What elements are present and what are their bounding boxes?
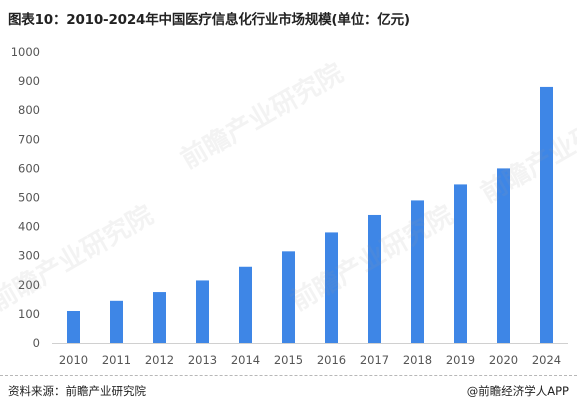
y-tick-label: 200	[18, 278, 40, 292]
y-tick-label: 1000	[11, 45, 40, 59]
x-tick-label: 2013	[188, 353, 217, 367]
y-axis: 0 100 200 300 400 500 600 700 800 900 1000	[11, 45, 40, 350]
page-title: 图表10：2010-2024年中国医疗信息化行业市场规模(单位：亿元)	[8, 12, 410, 28]
bar-2016	[325, 232, 338, 343]
x-tick-label: 2012	[145, 353, 174, 367]
y-tick-label: 300	[18, 249, 40, 263]
x-tick-label: 2018	[403, 353, 432, 367]
bar-2018	[411, 200, 424, 343]
y-tick-label: 0	[33, 336, 40, 350]
x-tick-label: 2019	[446, 353, 475, 367]
bar-2011	[110, 300, 123, 343]
bar-2010	[67, 310, 80, 343]
bar-2013	[196, 280, 209, 343]
brand-credit: @前瞻经济学人APP	[466, 384, 569, 398]
y-tick-label: 800	[18, 103, 40, 117]
bar-2020	[497, 168, 510, 343]
x-tick-label: 2011	[102, 353, 131, 367]
bar-2012	[153, 292, 166, 343]
x-tick-label: 2020	[489, 353, 518, 367]
y-tick-label: 500	[18, 191, 40, 205]
y-tick-label: 400	[18, 220, 40, 234]
x-tick-label: 2024	[532, 353, 561, 367]
y-tick-label: 600	[18, 161, 40, 175]
x-tick-label: 2014	[231, 353, 260, 367]
bar-2015	[282, 251, 295, 343]
x-axis: 2010 2011 2012 2013 2014 2015 2016 2017 2018 2019…	[52, 343, 568, 367]
source-note: 资料来源：前瞻产业研究院	[8, 384, 146, 398]
bar-2014	[239, 266, 252, 343]
bar-2024	[540, 86, 553, 344]
x-tick-label: 2016	[317, 353, 346, 367]
bar-2017	[368, 214, 381, 343]
bar-2019	[454, 184, 467, 343]
x-tick-label: 2017	[360, 353, 389, 367]
y-tick-label: 700	[18, 132, 40, 146]
x-tick-label: 2015	[274, 353, 303, 367]
y-tick-label: 900	[18, 74, 40, 88]
x-tick-label: 2010	[59, 353, 88, 367]
bar-series	[67, 86, 553, 344]
footer-divider	[0, 375, 577, 376]
footer: 资料来源：前瞻产业研究院 @前瞻经济学人APP	[8, 383, 569, 401]
y-tick-label: 100	[18, 307, 40, 321]
